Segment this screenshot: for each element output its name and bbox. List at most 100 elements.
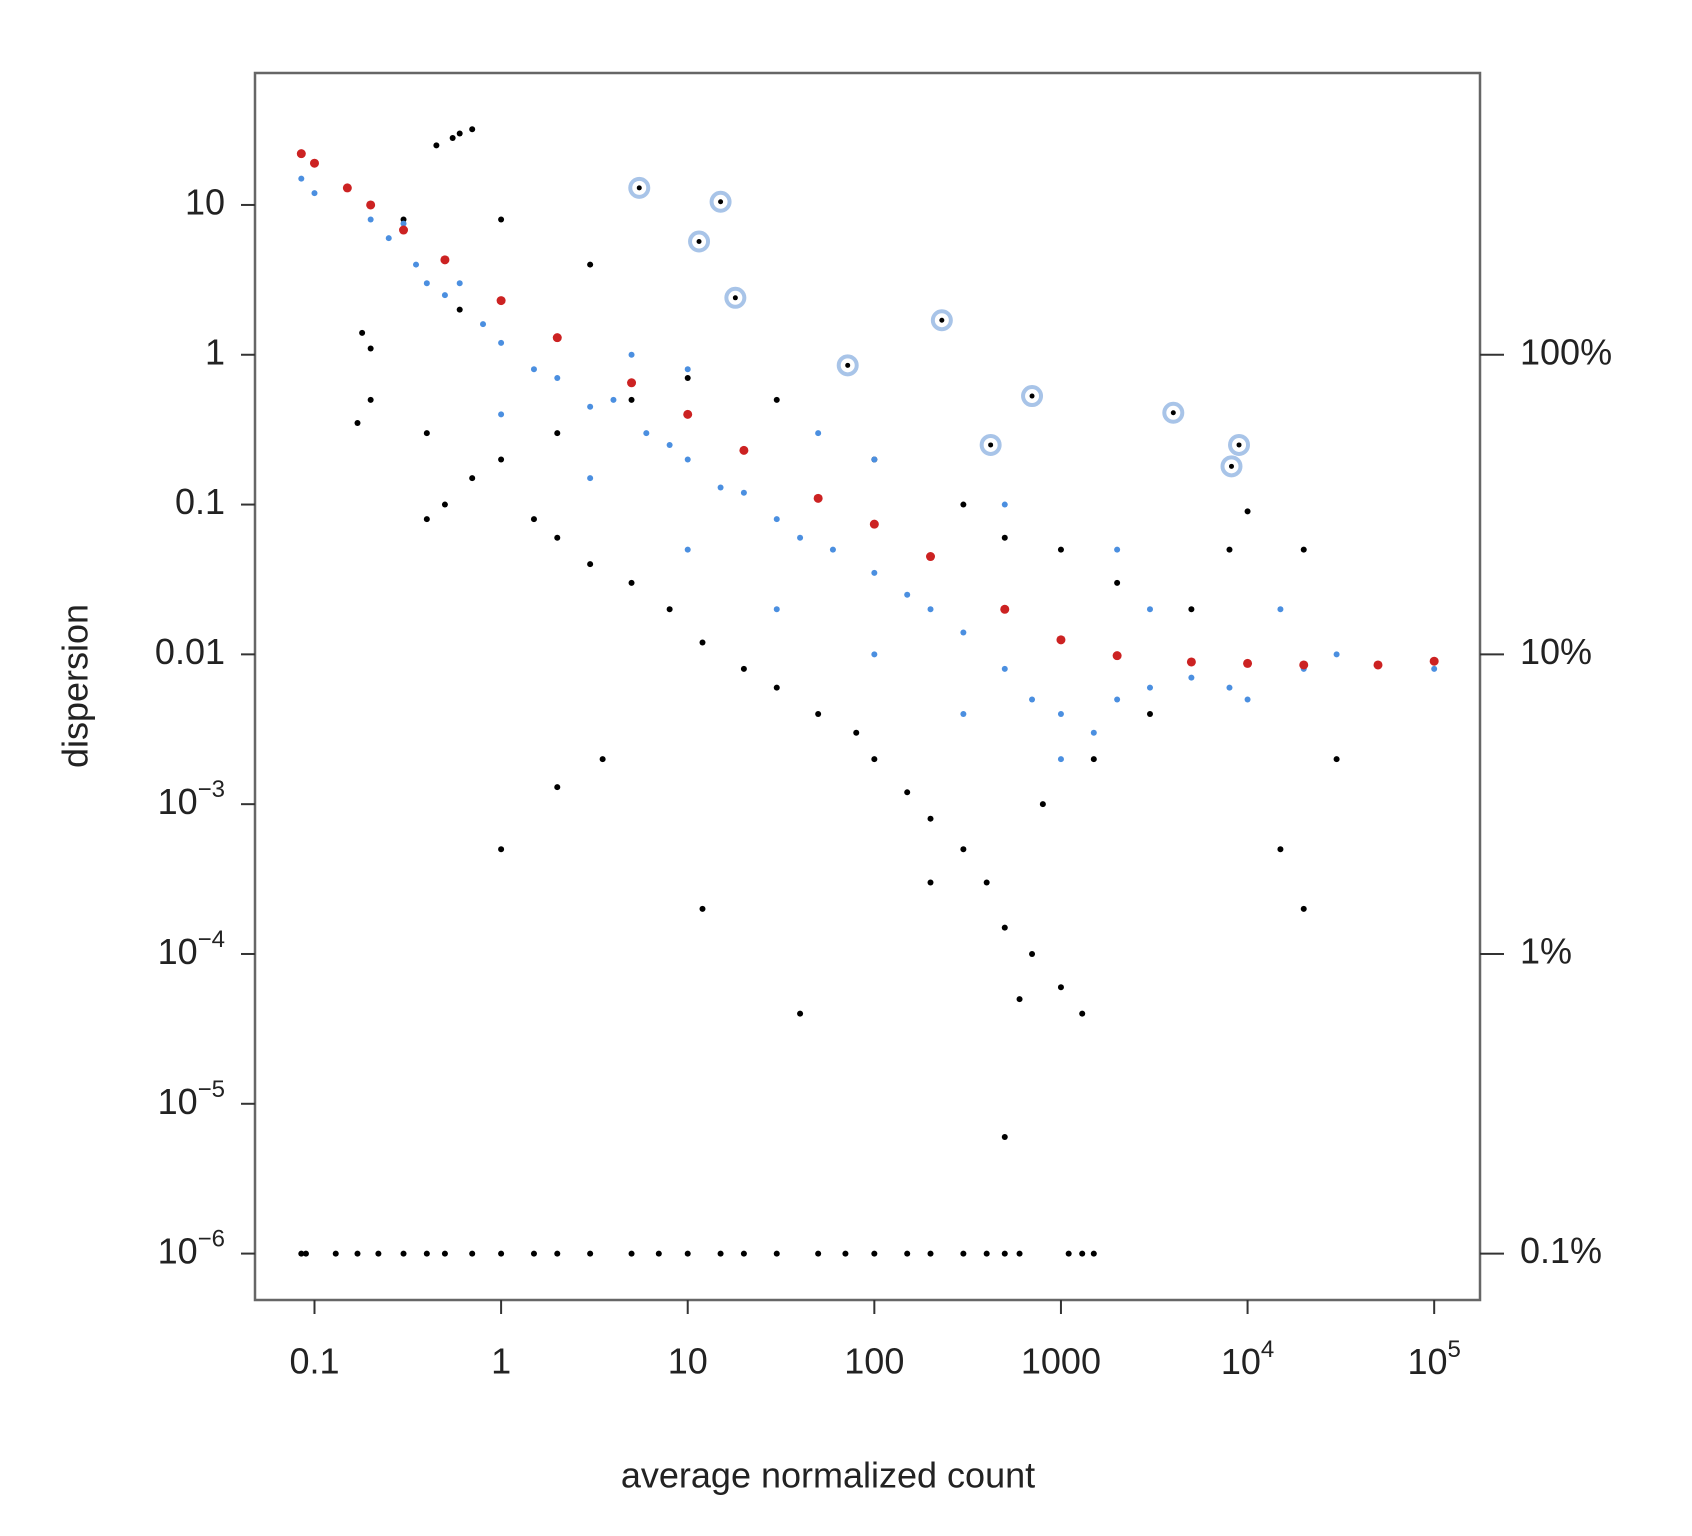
point	[1029, 696, 1036, 703]
x-tick-label: 10	[668, 1341, 708, 1382]
outlier-dot	[845, 362, 851, 368]
point	[927, 606, 934, 613]
point	[1112, 651, 1122, 661]
point	[1090, 729, 1097, 736]
point	[655, 1250, 662, 1257]
point	[1429, 656, 1439, 666]
point	[1114, 696, 1121, 703]
point	[359, 329, 366, 336]
point	[1186, 657, 1196, 667]
outlier-ring	[724, 286, 747, 309]
point	[1226, 546, 1233, 553]
point	[842, 1250, 849, 1257]
point	[1079, 1010, 1086, 1017]
point	[296, 149, 306, 159]
point	[1188, 606, 1195, 613]
point	[1277, 846, 1284, 853]
point	[773, 606, 780, 613]
point	[400, 220, 407, 227]
point	[298, 1250, 305, 1257]
point	[1333, 756, 1340, 763]
point	[1079, 1250, 1086, 1257]
point	[960, 501, 967, 508]
point	[1029, 950, 1036, 957]
point	[960, 1250, 967, 1257]
outlier-point	[1021, 385, 1044, 408]
x-tick-label-exponent: 5	[1448, 1336, 1461, 1363]
y-axis-label: dispersion	[55, 604, 96, 768]
point	[1114, 579, 1121, 586]
point	[456, 280, 463, 287]
point	[904, 1250, 911, 1257]
x-tick-label: 1	[491, 1341, 511, 1382]
point	[423, 430, 430, 437]
y2-tick-label: 100%	[1520, 331, 1612, 372]
point	[1373, 660, 1383, 670]
point	[342, 183, 352, 193]
outlier-dot	[988, 442, 994, 448]
outlier-dot	[1170, 410, 1176, 416]
point	[684, 374, 691, 381]
point	[554, 784, 561, 791]
point	[498, 1250, 505, 1257]
point	[449, 134, 456, 141]
point	[1244, 508, 1251, 515]
point	[587, 475, 594, 482]
point	[423, 516, 430, 523]
point	[610, 396, 617, 403]
point	[587, 403, 594, 410]
point	[1039, 801, 1046, 808]
point	[871, 1250, 878, 1257]
point	[960, 629, 967, 636]
point	[666, 441, 673, 448]
point	[433, 142, 440, 149]
outlier-point	[724, 286, 747, 309]
y-tick-label: 0.01	[155, 631, 225, 672]
outlier-ring	[709, 190, 732, 213]
point	[1057, 984, 1064, 991]
outlier-point	[836, 354, 859, 377]
x-tick-label-base: 10	[1221, 1341, 1261, 1382]
point	[554, 430, 561, 437]
x-axis-label: average normalized count	[621, 1455, 1035, 1496]
point	[469, 475, 476, 482]
point	[627, 378, 637, 388]
y-tick-label-exponent: −4	[198, 926, 225, 953]
point	[480, 321, 487, 328]
point	[530, 516, 537, 523]
point	[554, 1250, 561, 1257]
point	[1299, 660, 1309, 670]
point	[684, 546, 691, 553]
point	[927, 879, 934, 886]
point	[1016, 996, 1023, 1003]
point	[375, 1250, 382, 1257]
point	[684, 456, 691, 463]
point	[1016, 1250, 1023, 1257]
point	[773, 516, 780, 523]
outlier-ring	[1162, 401, 1185, 424]
x-tick-label: 105	[1407, 1336, 1460, 1382]
point	[815, 710, 822, 717]
y-tick-label: 10	[185, 181, 225, 222]
outlier-dot	[732, 295, 738, 301]
point	[813, 493, 823, 503]
point	[298, 175, 305, 182]
point	[983, 1250, 990, 1257]
outlier-point	[979, 433, 1002, 456]
point	[441, 1250, 448, 1257]
point	[1000, 604, 1010, 614]
point	[599, 756, 606, 763]
point	[456, 306, 463, 313]
point	[1226, 684, 1233, 691]
point	[684, 366, 691, 373]
outlier-dot	[1029, 393, 1035, 399]
point	[366, 200, 376, 210]
point	[699, 639, 706, 646]
outlier-ring	[688, 230, 711, 253]
point	[1057, 756, 1064, 763]
outlier-point	[628, 176, 651, 199]
outlier-ring	[628, 176, 651, 199]
point	[1333, 651, 1340, 658]
point	[1114, 546, 1121, 553]
y-tick-label-exponent: −5	[198, 1076, 225, 1103]
